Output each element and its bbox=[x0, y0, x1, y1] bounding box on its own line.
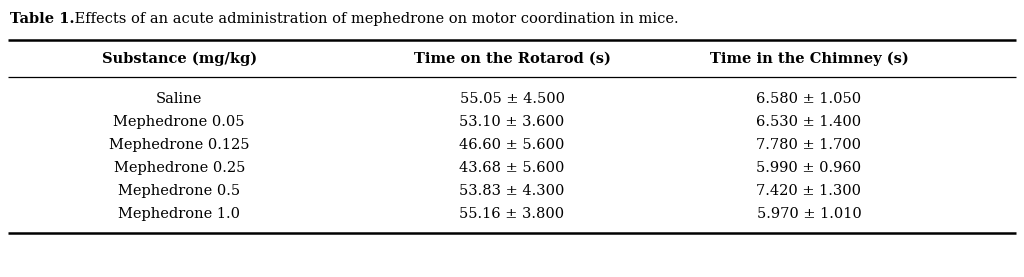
Text: 55.16 ± 3.800: 55.16 ± 3.800 bbox=[460, 207, 564, 221]
Text: 5.990 ± 0.960: 5.990 ± 0.960 bbox=[757, 161, 861, 175]
Text: 55.05 ± 4.500: 55.05 ± 4.500 bbox=[460, 92, 564, 106]
Text: 7.420 ± 1.300: 7.420 ± 1.300 bbox=[757, 184, 861, 198]
Text: 43.68 ± 5.600: 43.68 ± 5.600 bbox=[460, 161, 564, 175]
Text: Substance (mg/kg): Substance (mg/kg) bbox=[101, 51, 257, 66]
Text: 53.83 ± 4.300: 53.83 ± 4.300 bbox=[460, 184, 564, 198]
Text: Time in the Chimney (s): Time in the Chimney (s) bbox=[710, 51, 908, 66]
Text: Table 1.: Table 1. bbox=[10, 12, 75, 26]
Text: 5.970 ± 1.010: 5.970 ± 1.010 bbox=[757, 207, 861, 221]
Text: 53.10 ± 3.600: 53.10 ± 3.600 bbox=[460, 115, 564, 129]
Text: Mephedrone 1.0: Mephedrone 1.0 bbox=[118, 207, 241, 221]
Text: Saline: Saline bbox=[156, 92, 203, 106]
Text: 7.780 ± 1.700: 7.780 ± 1.700 bbox=[757, 138, 861, 152]
Text: Mephedrone 0.125: Mephedrone 0.125 bbox=[109, 138, 250, 152]
Text: Mephedrone 0.5: Mephedrone 0.5 bbox=[118, 184, 241, 198]
Text: 6.580 ± 1.050: 6.580 ± 1.050 bbox=[757, 92, 861, 106]
Text: 46.60 ± 5.600: 46.60 ± 5.600 bbox=[460, 138, 564, 152]
Text: Mephedrone 0.05: Mephedrone 0.05 bbox=[114, 115, 245, 129]
Text: 6.530 ± 1.400: 6.530 ± 1.400 bbox=[757, 115, 861, 129]
Text: Mephedrone 0.25: Mephedrone 0.25 bbox=[114, 161, 245, 175]
Text: Effects of an acute administration of mephedrone on motor coordination in mice.: Effects of an acute administration of me… bbox=[70, 12, 679, 26]
Text: Time on the Rotarod (s): Time on the Rotarod (s) bbox=[414, 52, 610, 65]
